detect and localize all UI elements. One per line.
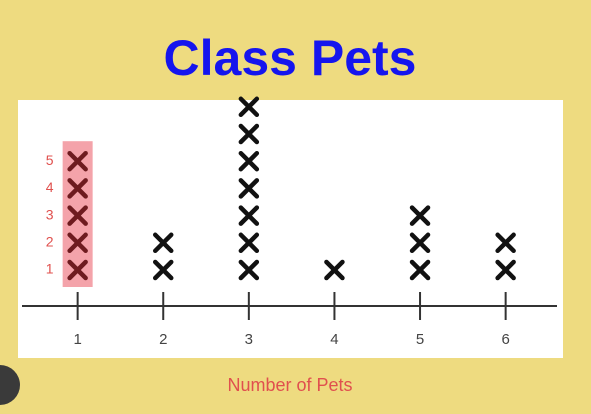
x-mark [238,232,260,254]
x-mark [238,96,260,118]
x-mark [67,150,88,172]
x-axis-label: Number of Pets [227,375,352,395]
x-mark-stroke [238,205,260,226]
x-mark-stroke [409,232,431,254]
x-mark [67,205,88,226]
dot-column [495,232,516,281]
x-mark [238,178,260,199]
x-mark-stroke [67,205,88,226]
x-mark [409,205,431,226]
x-tick-label: 6 [501,331,509,348]
x-mark [409,259,431,281]
dot-column [238,96,260,281]
x-tick-label: 4 [330,331,338,348]
x-mark [238,150,260,172]
count-label: 5 [46,152,54,168]
count-label: 3 [46,206,54,222]
x-mark [238,123,260,145]
x-mark [495,259,516,281]
x-tick-label: 5 [416,331,424,348]
x-mark-stroke [67,259,88,281]
x-mark [324,259,345,281]
corner-icon [0,365,20,405]
x-tick-label: 2 [159,331,167,348]
x-mark [409,232,431,254]
x-mark-stroke [67,150,88,172]
count-label: 2 [46,234,54,250]
x-mark [152,259,174,281]
x-mark-stroke [67,232,88,254]
x-mark-stroke [324,259,345,281]
count-label: 1 [46,261,54,277]
x-mark [67,259,88,281]
x-mark [495,232,516,254]
dot-column [409,205,431,281]
x-mark-stroke [67,178,88,199]
x-mark [67,178,88,199]
dot-column [152,232,174,281]
chart-title: Class Pets [164,30,417,86]
x-tick-label: 1 [73,331,81,348]
count-label: 4 [46,179,54,195]
x-mark-stroke [495,259,516,281]
x-mark-stroke [238,150,260,172]
x-mark-stroke [238,96,260,118]
x-mark [67,232,88,254]
x-mark-stroke [238,123,260,145]
x-mark-stroke [238,178,260,199]
plot-panel [18,100,563,358]
x-mark-stroke [152,259,174,281]
x-mark [152,232,174,254]
dot-column [324,259,345,281]
x-mark [238,205,260,226]
dot-column [67,150,88,281]
x-mark-stroke [409,205,431,226]
x-tick-label: 3 [245,331,253,348]
x-mark-stroke [238,259,260,281]
x-mark-stroke [495,232,516,254]
x-mark-stroke [409,259,431,281]
x-mark-stroke [152,232,174,254]
x-mark [238,259,260,281]
x-mark-stroke [238,232,260,254]
